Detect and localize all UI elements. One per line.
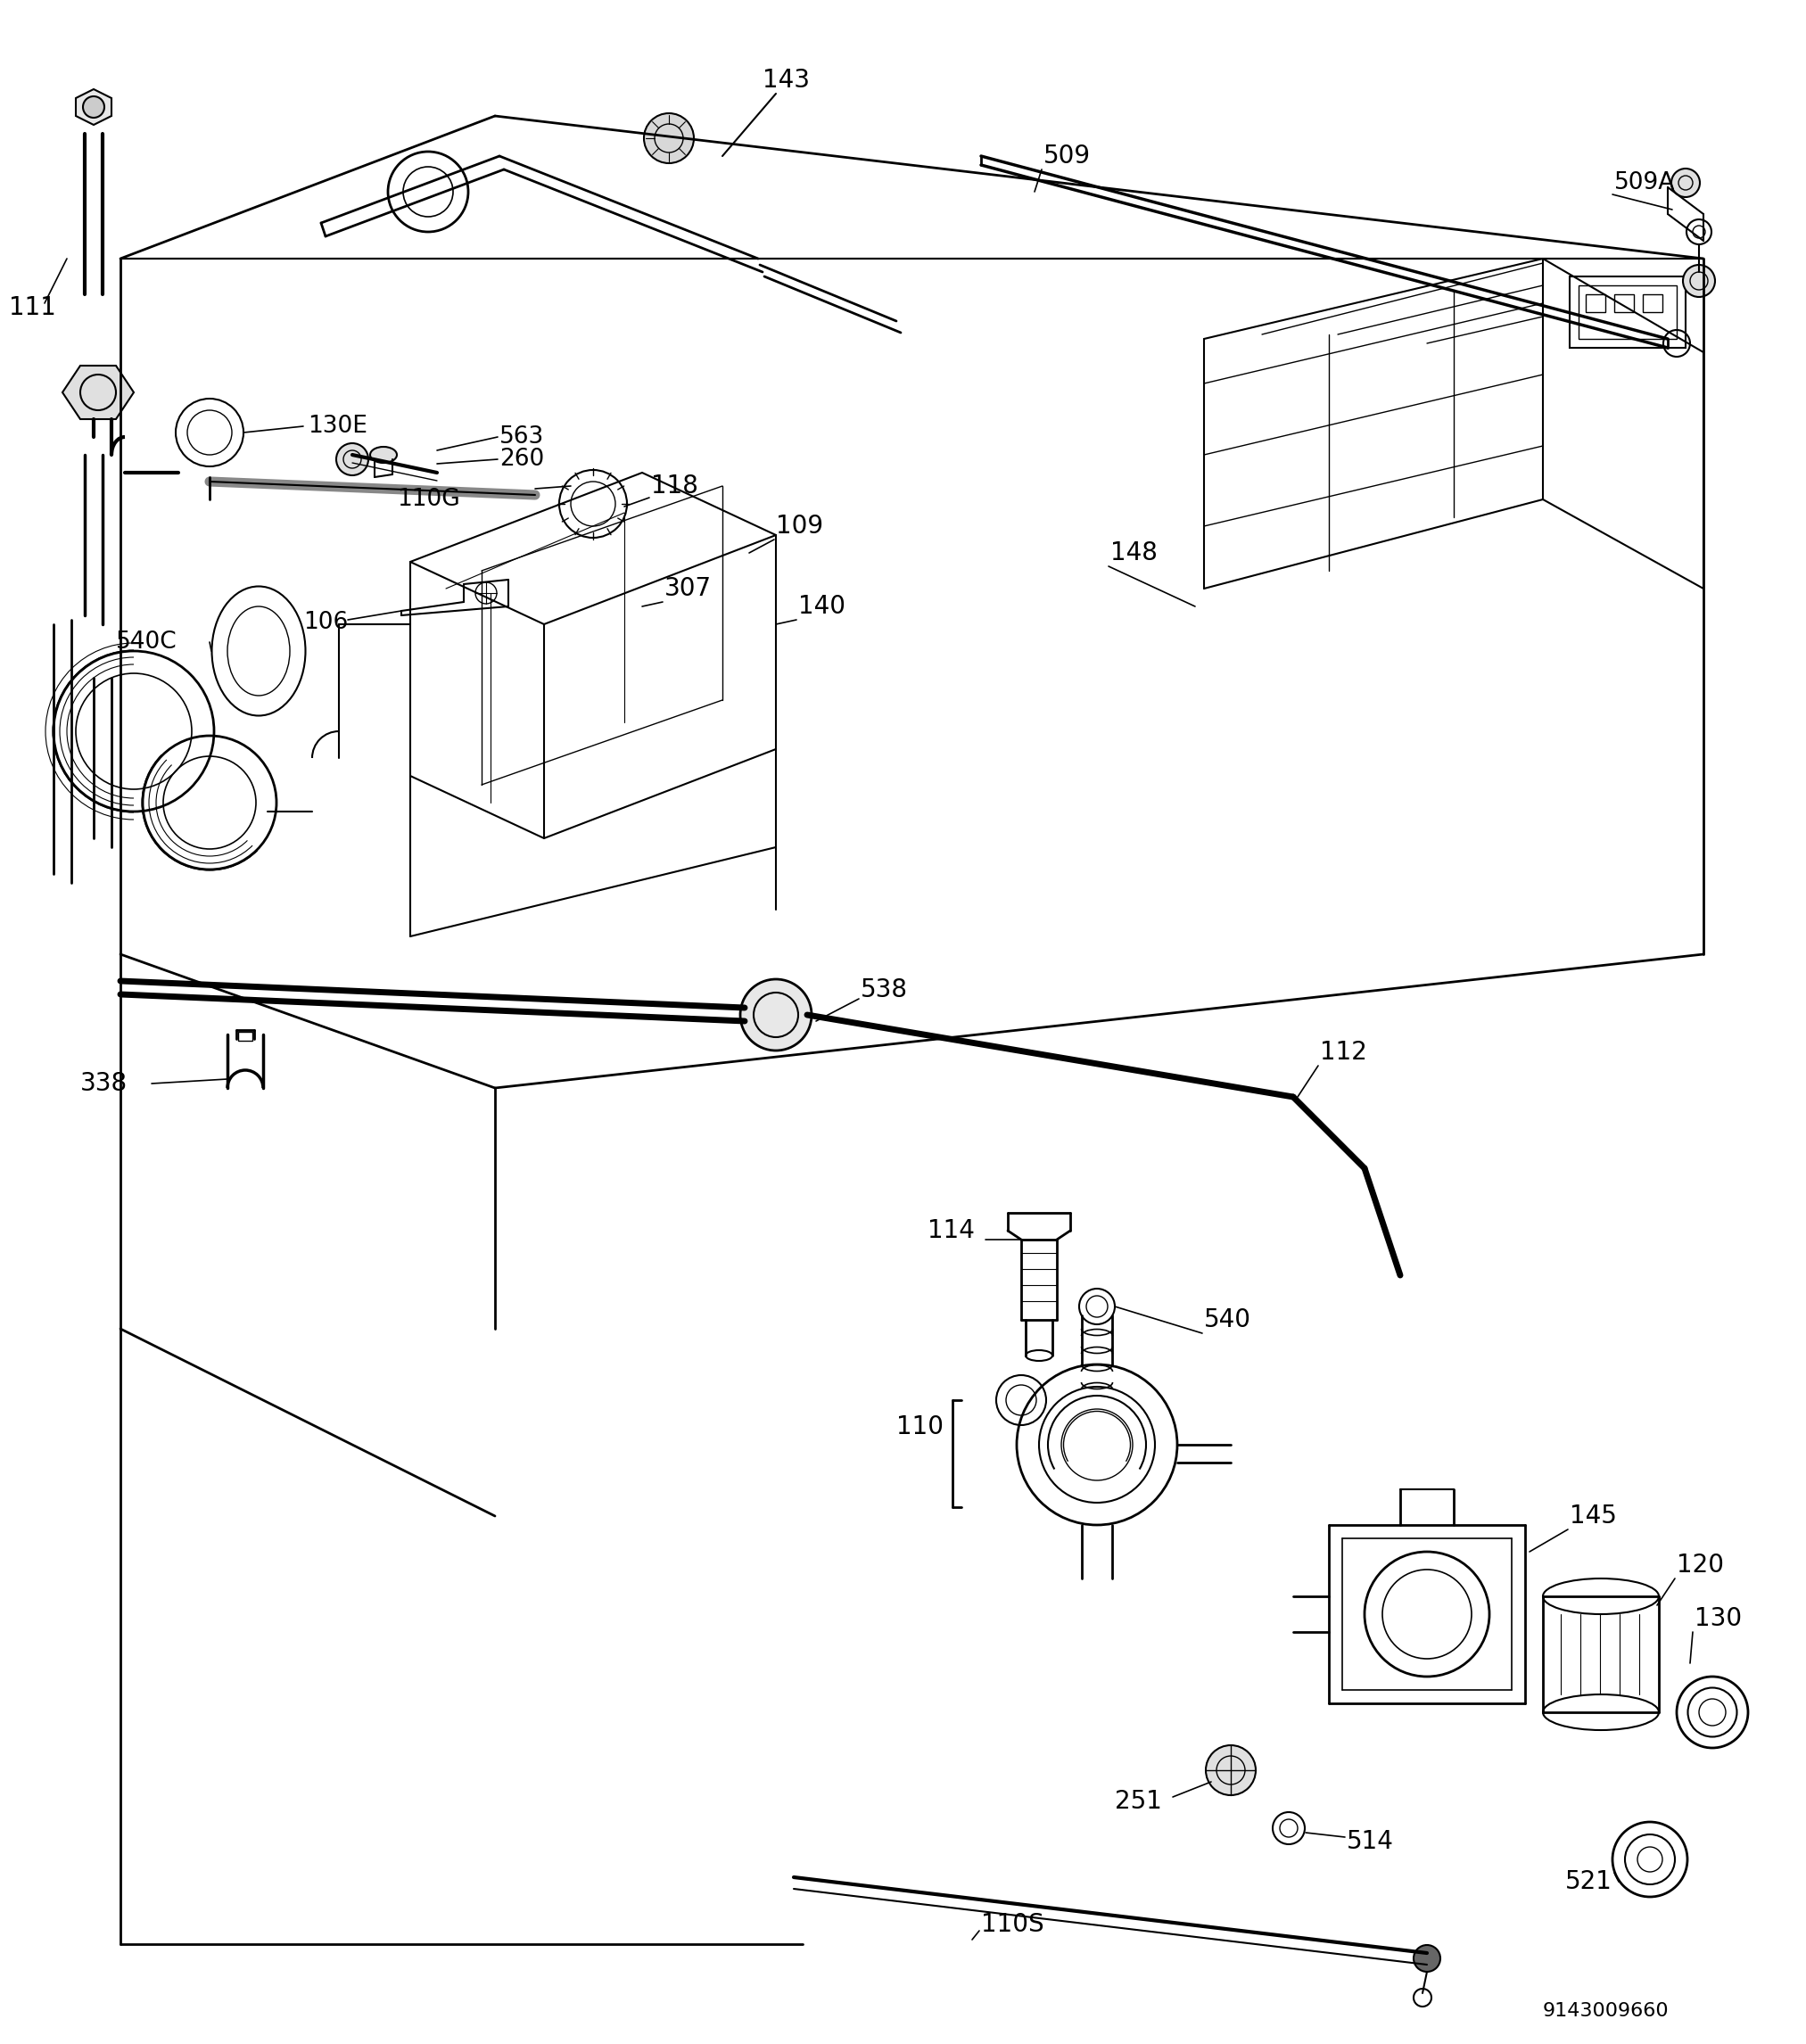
- Circle shape: [645, 112, 694, 164]
- Ellipse shape: [370, 448, 397, 462]
- Text: 106: 106: [303, 611, 349, 634]
- Bar: [238, 1032, 253, 1040]
- Text: 307: 307: [665, 576, 712, 601]
- Text: 514: 514: [1347, 1829, 1394, 1854]
- Circle shape: [83, 96, 105, 119]
- Text: 338: 338: [79, 1071, 128, 1096]
- Text: 130: 130: [1694, 1607, 1743, 1631]
- Circle shape: [1414, 1946, 1441, 1972]
- Bar: [1615, 294, 1634, 313]
- Circle shape: [1671, 168, 1699, 196]
- Text: 509: 509: [1044, 143, 1091, 168]
- Text: 251: 251: [1114, 1788, 1161, 1813]
- Text: 110S: 110S: [981, 1911, 1044, 1938]
- Text: 509A: 509A: [1615, 172, 1676, 194]
- Polygon shape: [63, 366, 134, 419]
- Text: 563: 563: [500, 425, 544, 448]
- Circle shape: [336, 444, 368, 476]
- Circle shape: [1683, 266, 1716, 296]
- Text: 260: 260: [500, 448, 544, 470]
- Text: 111: 111: [9, 294, 56, 321]
- Text: 9143009660: 9143009660: [1542, 2001, 1669, 2019]
- Bar: [1578, 286, 1676, 339]
- Text: 110G: 110G: [397, 489, 461, 511]
- Text: 109: 109: [777, 513, 824, 540]
- Text: 110: 110: [896, 1414, 943, 1439]
- Text: 148: 148: [1111, 540, 1158, 566]
- Text: 540C: 540C: [116, 630, 177, 654]
- Bar: [1643, 294, 1662, 313]
- Text: 120: 120: [1676, 1553, 1725, 1578]
- Bar: [1586, 294, 1606, 313]
- Polygon shape: [76, 90, 112, 125]
- Text: 114: 114: [928, 1218, 975, 1243]
- Text: 118: 118: [650, 474, 699, 499]
- Text: 145: 145: [1569, 1504, 1616, 1529]
- Circle shape: [1206, 1746, 1255, 1795]
- Text: 130E: 130E: [307, 415, 367, 437]
- Text: 112: 112: [1320, 1040, 1367, 1065]
- Bar: [1569, 276, 1685, 347]
- Text: 538: 538: [861, 977, 908, 1002]
- Text: 540: 540: [1205, 1308, 1252, 1333]
- Text: 521: 521: [1566, 1868, 1613, 1895]
- Circle shape: [740, 979, 811, 1051]
- Text: 140: 140: [798, 595, 845, 619]
- Text: 143: 143: [762, 67, 809, 92]
